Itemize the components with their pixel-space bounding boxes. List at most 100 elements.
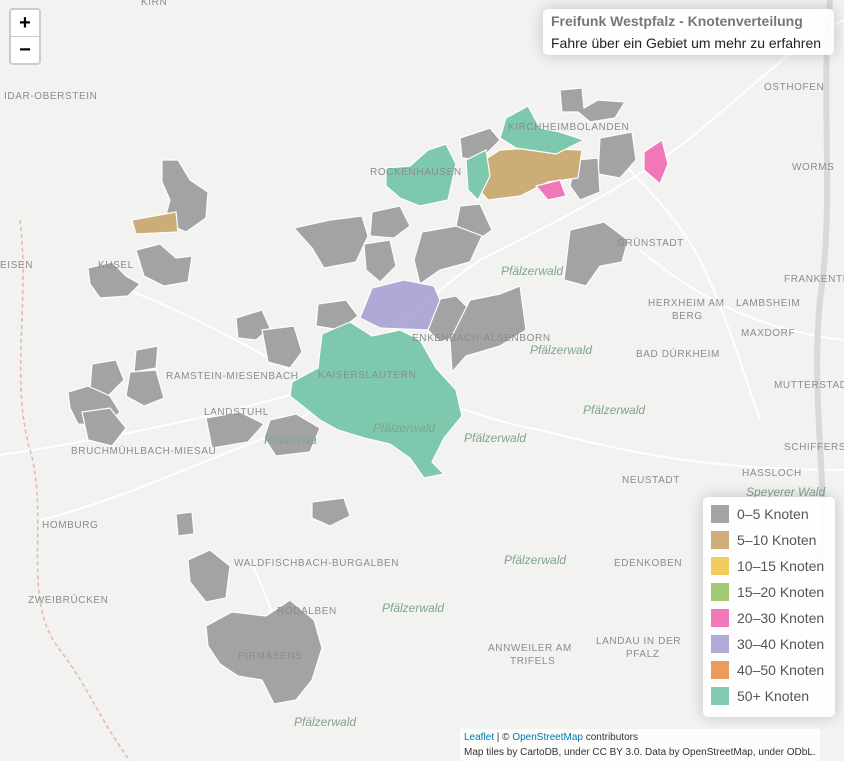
region[interactable] bbox=[369, 205, 411, 239]
region[interactable] bbox=[459, 127, 501, 161]
place-label: MAXDORF bbox=[741, 328, 795, 339]
legend-swatch bbox=[711, 531, 729, 549]
forest-label: Pfälzerwald bbox=[504, 553, 566, 567]
place-label: GRÜNSTADT bbox=[617, 237, 684, 249]
region[interactable] bbox=[292, 215, 369, 269]
region[interactable] bbox=[413, 225, 483, 285]
region[interactable] bbox=[261, 325, 303, 369]
region[interactable] bbox=[363, 239, 397, 283]
legend-swatch bbox=[711, 661, 729, 679]
forest-label: Pfälzerwald bbox=[530, 343, 592, 357]
legend: 0–5 Knoten 5–10 Knoten 10–15 Knoten 15–20 K… bbox=[703, 497, 835, 717]
place-label: PIRMASENS bbox=[238, 651, 302, 662]
place-label: ANNWEILER AM bbox=[488, 643, 572, 654]
place-label: TRIFELS bbox=[510, 656, 555, 667]
regions bbox=[67, 87, 669, 705]
region[interactable] bbox=[135, 243, 193, 287]
legend-item: 10–15 Knoten bbox=[711, 553, 827, 579]
region[interactable] bbox=[559, 87, 627, 123]
region[interactable] bbox=[187, 549, 231, 603]
region[interactable] bbox=[89, 359, 125, 397]
place-label: ROCKENHAUSEN bbox=[370, 167, 462, 178]
place-label: BERG bbox=[672, 311, 703, 322]
legend-item: 30–40 Knoten bbox=[711, 631, 827, 657]
legend-swatch bbox=[711, 557, 729, 575]
legend-swatch bbox=[711, 687, 729, 705]
legend-item: 20–30 Knoten bbox=[711, 605, 827, 631]
legend-label: 40–50 Knoten bbox=[737, 662, 825, 678]
river bbox=[814, 0, 833, 561]
place-label: KIRN bbox=[141, 0, 167, 8]
region[interactable] bbox=[205, 599, 323, 705]
region[interactable] bbox=[475, 147, 583, 201]
zoom-out[interactable]: − bbox=[19, 39, 31, 61]
place-label: EDENKOBEN bbox=[614, 558, 682, 569]
forest-label: Speyerer Wald bbox=[746, 485, 825, 499]
forest-label: Pfälzerwald bbox=[373, 421, 435, 435]
place-label: RODALBEN bbox=[277, 606, 337, 617]
region[interactable] bbox=[643, 139, 669, 186]
region[interactable] bbox=[499, 105, 586, 155]
place-label: WALDFISCHBACH-BURGALBEN bbox=[234, 558, 399, 569]
place-label: EISEN bbox=[0, 260, 33, 271]
forest-label: Pfälzerwald bbox=[464, 431, 526, 445]
forest-label: Pfälzerwald bbox=[583, 403, 645, 417]
region[interactable] bbox=[175, 511, 195, 537]
legend-item: 40–50 Knoten bbox=[711, 657, 827, 683]
region[interactable] bbox=[131, 211, 179, 235]
border bbox=[19, 219, 131, 761]
region[interactable] bbox=[87, 261, 141, 299]
place-label: LANDAU IN DER bbox=[596, 636, 681, 647]
place-label: KUSEL bbox=[98, 260, 134, 271]
place-label: BRUCHMÜHLBACH-MIESAU bbox=[71, 445, 216, 457]
region[interactable] bbox=[205, 411, 265, 449]
place-label: PFALZ bbox=[626, 649, 660, 660]
legend-item: 50+ Knoten bbox=[711, 683, 827, 709]
region[interactable] bbox=[81, 407, 127, 447]
forest-label: Pfälzerwald bbox=[382, 601, 444, 615]
region[interactable] bbox=[133, 345, 159, 373]
place-label: ENKENBACH-ALSENBORN bbox=[412, 333, 551, 344]
region[interactable] bbox=[385, 143, 457, 207]
region[interactable] bbox=[263, 413, 321, 457]
place-label: RAMSTEIN-MIESENBACH bbox=[166, 371, 299, 382]
leaflet-link[interactable]: Leaflet bbox=[464, 732, 495, 743]
place-label: MUTTERSTADT bbox=[774, 380, 844, 391]
region[interactable] bbox=[563, 221, 629, 287]
legend-item: 0–5 Knoten bbox=[711, 501, 827, 527]
region[interactable] bbox=[465, 149, 491, 202]
info-box: Freifunk Westpfalz - Knotenverteilung Fa… bbox=[543, 9, 834, 55]
region[interactable] bbox=[449, 285, 527, 374]
place-label: OSTHOFEN bbox=[764, 82, 824, 93]
legend-item: 5–10 Knoten bbox=[711, 527, 827, 553]
attribution-sep: | © bbox=[494, 732, 513, 743]
forest-label: Pfälzerwa bbox=[264, 433, 317, 447]
region[interactable] bbox=[359, 279, 441, 331]
info-title: Freifunk Westpfalz - Knotenverteilung bbox=[551, 13, 803, 29]
place-label: KAISERSLAUTERN bbox=[318, 370, 416, 381]
place-label: BAD DÜRKHEIM bbox=[636, 348, 720, 360]
zoom-in[interactable]: + bbox=[11, 10, 39, 37]
place-label: SCHIFFERS bbox=[784, 442, 844, 453]
region[interactable] bbox=[534, 179, 567, 201]
place-label: FRANKENTHA bbox=[784, 274, 844, 285]
place-label: ZWEIBRÜCKEN bbox=[28, 594, 109, 606]
attribution-contrib: contributors bbox=[582, 732, 638, 743]
place-label: LANDSTUHL bbox=[204, 407, 269, 418]
attribution: Leaflet | © OpenStreetMap contributors M… bbox=[460, 729, 820, 761]
osm-link[interactable]: OpenStreetMap bbox=[512, 732, 583, 743]
region[interactable] bbox=[311, 497, 351, 527]
legend-item: 15–20 Knoten bbox=[711, 579, 827, 605]
region[interactable] bbox=[289, 321, 463, 479]
forest-label: Pfälzerwald bbox=[294, 715, 356, 729]
region[interactable] bbox=[125, 369, 165, 407]
place-label: IDAR-OBERSTEIN bbox=[4, 91, 97, 102]
legend-swatch bbox=[711, 583, 729, 601]
legend-label: 50+ Knoten bbox=[737, 688, 810, 704]
place-label: KIRCHHEIMBOLANDEN bbox=[508, 122, 629, 133]
forest-label: Pfälzerwald bbox=[501, 264, 563, 278]
legend-label: 20–30 Knoten bbox=[737, 610, 825, 626]
place-label: LAMBSHEIM bbox=[736, 298, 800, 309]
